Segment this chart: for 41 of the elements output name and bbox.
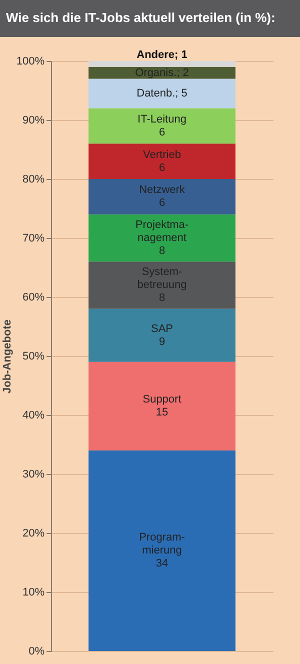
y-tick-label: 90%: [22, 114, 45, 126]
y-tick-label: 70%: [22, 232, 45, 244]
bar: [88, 214, 236, 262]
bar: [88, 450, 236, 651]
data-label: 6: [158, 197, 166, 210]
bar: [88, 308, 236, 362]
data-label: 6: [158, 126, 166, 138]
text: Datenb.; 5: [136, 87, 188, 100]
bar: [88, 362, 236, 450]
data-label: 8: [158, 245, 166, 257]
bar: [88, 179, 236, 214]
data-label: 9: [158, 336, 166, 348]
text: Projektma- nagement: [135, 219, 189, 244]
y-tick-label: 60%: [22, 292, 45, 304]
y-tick-label: 0%: [28, 646, 45, 658]
text: System- betreuung: [137, 266, 187, 292]
y-axis-title: Job-Angebote: [1, 320, 14, 394]
bar: [88, 78, 236, 108]
y-tick-label: 50%: [22, 350, 45, 362]
data-label: 6: [158, 162, 166, 174]
bar: [88, 144, 236, 179]
y-tick-label: 20%: [22, 528, 45, 540]
text: Program- mierung: [139, 532, 185, 557]
text: Andere; 1: [136, 49, 188, 61]
y-tick-label: 80%: [22, 174, 45, 186]
chart-title: Wie sich die IT-Jobs aktuell verteilen (in %):: [0, 0, 300, 37]
data-label: 15: [156, 406, 168, 419]
series-label: Vertrieb: [143, 148, 181, 161]
series-label: Netzwerk: [139, 184, 186, 196]
bar: [88, 61, 236, 67]
series-label: Support: [142, 394, 182, 406]
y-tick-label: 10%: [22, 586, 45, 598]
bar: [88, 108, 236, 144]
text: Organis.; 2: [135, 66, 189, 79]
bar: [88, 262, 236, 309]
series-label: SAP: [150, 322, 174, 335]
series-label: IT-Leitung: [138, 113, 186, 126]
data-label: 34: [156, 558, 168, 570]
y-tick-label: 100%: [16, 56, 45, 68]
y-tick-label: 30%: [22, 468, 45, 480]
y-tick-label: 40%: [22, 410, 45, 422]
